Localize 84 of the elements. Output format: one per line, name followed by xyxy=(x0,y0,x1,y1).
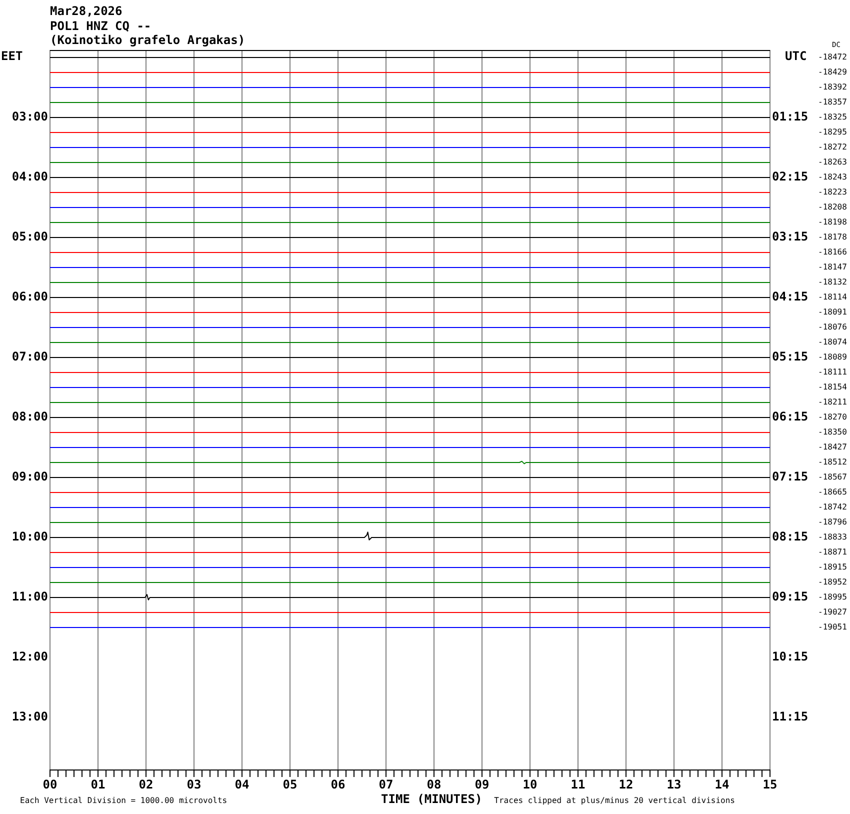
text: Each Vertical Division = 1000.00 microvolts xyxy=(20,796,228,806)
text: -18198 xyxy=(818,218,848,227)
x-tick-label: 15 xyxy=(762,777,778,792)
text: -18089 xyxy=(818,352,848,362)
text: -18915 xyxy=(818,562,848,572)
x-tick-label: 12 xyxy=(618,777,634,792)
x-axis-title: TIME (MINUTES) xyxy=(381,792,482,806)
text: -18154 xyxy=(818,382,848,392)
text: -18132 xyxy=(818,278,848,287)
text: -18567 xyxy=(818,472,848,482)
y-tick-label: 08:00 xyxy=(12,410,48,424)
text: -18111 xyxy=(818,368,848,377)
y2-tick-label: 01:15 xyxy=(772,110,808,124)
y-tick-label: 07:00 xyxy=(12,350,48,364)
x-tick-label: 00 xyxy=(42,777,58,792)
y2-tick-label: 06:15 xyxy=(772,410,808,424)
chart-title: Mar28,2026 xyxy=(50,4,122,18)
text: Traces clipped at plus/minus 20 vertical divisions xyxy=(494,796,736,806)
text: -18114 xyxy=(818,292,848,302)
y2-tick-label: 08:15 xyxy=(772,530,808,544)
y-tick-label: 05:00 xyxy=(12,230,48,244)
text: -18472 xyxy=(818,52,848,62)
text: -18270 xyxy=(818,412,848,422)
y2-tick-label: 05:15 xyxy=(772,350,808,364)
y-tick-label: 04:00 xyxy=(12,170,48,184)
text: -18074 xyxy=(818,338,848,347)
text: -18392 xyxy=(818,82,848,92)
text: -18952 xyxy=(818,578,848,587)
x-tick-label: 10 xyxy=(522,777,538,792)
text: -18833 xyxy=(818,532,848,542)
y-tick-label: 11:00 xyxy=(12,590,48,604)
y-tick-label: 09:00 xyxy=(12,470,48,484)
y2-tick-label: 03:15 xyxy=(772,230,808,244)
y-tick-label: 06:00 xyxy=(12,290,48,304)
y-tick-label: 10:00 xyxy=(12,530,48,544)
text: -18427 xyxy=(818,442,848,452)
x-tick-label: 13 xyxy=(666,777,682,792)
x-tick-label: 14 xyxy=(714,777,730,792)
text: -18223 xyxy=(818,188,848,197)
y2-tick-label: 11:15 xyxy=(772,710,808,724)
text: -18178 xyxy=(818,232,848,242)
text: -18091 xyxy=(818,308,848,317)
y-tick-label: 03:00 xyxy=(12,110,48,124)
text: -18263 xyxy=(818,158,848,167)
y-tick-label: 12:00 xyxy=(12,650,48,664)
x-tick-label: 02 xyxy=(138,777,154,792)
x-tick-label: 05 xyxy=(282,777,298,792)
text: -18147 xyxy=(818,262,848,272)
text: -19027 xyxy=(818,608,848,617)
y2-axis-title: UTC xyxy=(785,49,807,64)
y-axis-title: EET xyxy=(1,49,23,64)
x-tick-label: 11 xyxy=(570,777,586,792)
text: -18076 xyxy=(818,322,848,332)
text: -18211 xyxy=(818,398,848,407)
text: -18796 xyxy=(818,518,848,527)
y2-tick-label: 04:15 xyxy=(772,290,808,304)
text: -18742 xyxy=(818,502,848,512)
text: -18512 xyxy=(818,458,848,467)
chart-subtitle: POL1 HNZ CQ -- (Koinotiko grafelo Argakas) xyxy=(50,19,246,48)
x-tick-label: 06 xyxy=(330,777,346,792)
text: -18665 xyxy=(818,488,848,497)
text: -18995 xyxy=(818,592,848,602)
text: -19051 xyxy=(818,622,848,632)
text: -18350 xyxy=(818,428,848,437)
x-tick-label: 03 xyxy=(186,777,202,792)
text: -18166 xyxy=(818,248,848,257)
y2-tick-label: 10:15 xyxy=(772,650,808,664)
x-tick-label: 08 xyxy=(426,777,442,792)
y2-tick-label: 09:15 xyxy=(772,590,808,604)
text: -18243 xyxy=(818,172,848,182)
text: -18208 xyxy=(818,202,848,212)
x-tick-label: 04 xyxy=(234,777,250,792)
text: -18357 xyxy=(818,98,848,107)
x-tick-label: 09 xyxy=(474,777,490,792)
x-tick-label: 01 xyxy=(90,777,106,792)
text: -18325 xyxy=(818,112,848,122)
y-tick-label: 13:00 xyxy=(12,710,48,724)
text: -18295 xyxy=(818,128,848,137)
text: -18429 xyxy=(818,68,848,77)
y2-tick-label: 02:15 xyxy=(772,170,808,184)
x-tick-label: 07 xyxy=(378,777,394,792)
y2-tick-label: 07:15 xyxy=(772,470,808,484)
text: -18272 xyxy=(818,142,848,152)
text: -18871 xyxy=(818,548,848,557)
